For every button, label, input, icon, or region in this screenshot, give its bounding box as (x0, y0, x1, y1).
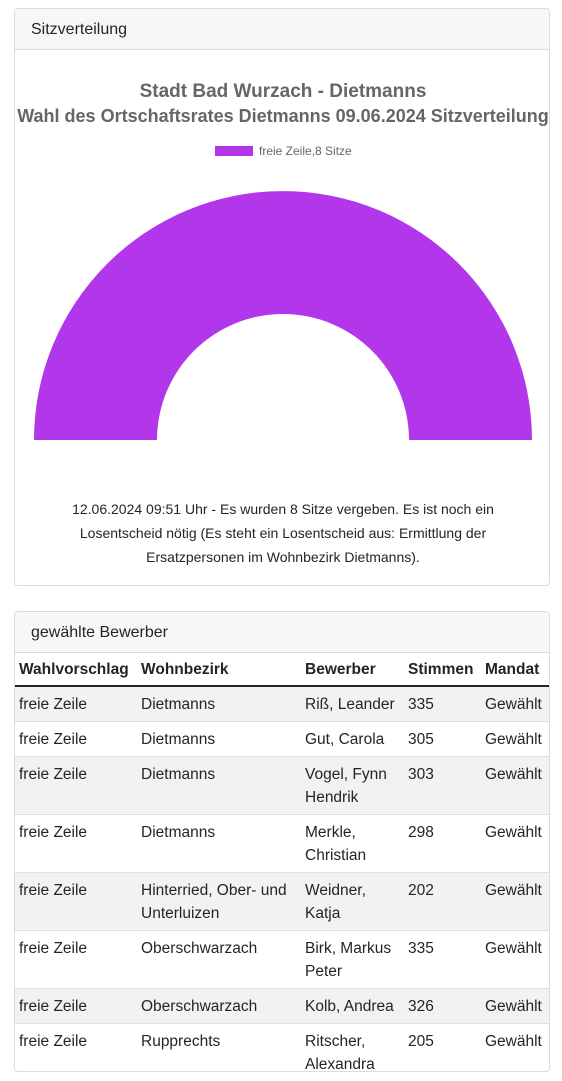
cell-wohnbezirk: Dietmanns (137, 814, 301, 873)
seat-distribution-header: Sitzverteilung (15, 9, 549, 50)
cell-wahlvorschlag: freie Zeile (15, 814, 137, 873)
elected-candidates-table: Wahlvorschlag Wohnbezirk Bewerber Stimme… (15, 654, 549, 1071)
table-row: freie Zeile Dietmanns Riß, Leander 335 G… (15, 686, 549, 722)
chart-legend[interactable]: freie Zeile,8 Sitze (215, 144, 352, 158)
column-header-wohnbezirk: Wohnbezirk (137, 654, 301, 687)
cell-bewerber: Riß, Leander (301, 686, 404, 722)
cell-bewerber: Ritscher, Alexandra (301, 1023, 404, 1071)
cell-wohnbezirk: Dietmanns (137, 721, 301, 757)
cell-wahlvorschlag: freie Zeile (15, 721, 137, 757)
cell-wohnbezirk: Rupprechts (137, 1023, 301, 1071)
cell-bewerber: Weidner, Katja (301, 872, 404, 931)
cell-wahlvorschlag: freie Zeile (15, 872, 137, 931)
cell-stimmen: 202 (404, 872, 481, 931)
cell-stimmen: 205 (404, 1023, 481, 1071)
elected-candidates-header: gewählte Bewerber (15, 612, 549, 653)
table-row: freie Zeile Oberschwarzach Birk, Markus … (15, 930, 549, 989)
cell-wahlvorschlag: freie Zeile (15, 930, 137, 989)
cell-wahlvorschlag: freie Zeile (15, 988, 137, 1024)
cell-mandat: Gewählt (481, 721, 549, 757)
cell-wohnbezirk: Hinterried, Ober- und Unterluizen (137, 872, 301, 931)
cell-stimmen: 303 (404, 756, 481, 815)
legend-swatch (215, 146, 253, 156)
cell-mandat: Gewählt (481, 814, 549, 873)
legend-item[interactable]: freie Zeile,8 Sitze (215, 144, 352, 158)
cell-stimmen: 305 (404, 721, 481, 757)
cell-wahlvorschlag: freie Zeile (15, 756, 137, 815)
cell-wohnbezirk: Dietmanns (137, 756, 301, 815)
cell-mandat: Gewählt (481, 988, 549, 1024)
column-header-stimmen: Stimmen (404, 654, 481, 687)
cell-bewerber: Gut, Carola (301, 721, 404, 757)
cell-bewerber: Vogel, Fynn Hendrik (301, 756, 404, 815)
legend-label: freie Zeile,8 Sitze (259, 144, 352, 158)
chart-subtitle: Wahl des Ortschaftsrates Dietmanns 09.06… (17, 106, 549, 126)
cell-bewerber: Merkle, Christian (301, 814, 404, 873)
seat-distribution-chart: Stadt Bad Wurzach - Dietmanns Wahl des O… (17, 81, 549, 440)
column-header-wahlvorschlag: Wahlvorschlag (15, 654, 137, 687)
cell-stimmen: 335 (404, 930, 481, 989)
elected-candidates-card: gewählte Bewerber Wahlvorschlag Wohnbezi… (14, 611, 550, 1072)
table-row: freie Zeile Rupprechts Ritscher, Alexand… (15, 1023, 549, 1071)
seat-distribution-card: Sitzverteilung Stadt Bad Wurzach - Dietm… (14, 8, 550, 586)
table-row: freie Zeile Oberschwarzach Kolb, Andrea … (15, 988, 549, 1024)
cell-mandat: Gewählt (481, 686, 549, 722)
column-header-bewerber: Bewerber (301, 654, 404, 687)
cell-wahlvorschlag: freie Zeile (15, 686, 137, 722)
chart-arcs (34, 191, 532, 440)
cell-stimmen: 335 (404, 686, 481, 722)
cell-wohnbezirk: Oberschwarzach (137, 988, 301, 1024)
cell-wohnbezirk: Oberschwarzach (137, 930, 301, 989)
table-row: freie Zeile Hinterried, Ober- und Unterl… (15, 872, 549, 931)
cell-bewerber: Birk, Markus Peter (301, 930, 404, 989)
table-row: freie Zeile Dietmanns Vogel, Fynn Hendri… (15, 756, 549, 815)
seat-distribution-note: 12.06.2024 09:51 Uhr - Es wurden 8 Sitze… (72, 501, 494, 565)
table-header-row: Wahlvorschlag Wohnbezirk Bewerber Stimme… (15, 654, 549, 687)
chart-title: Stadt Bad Wurzach - Dietmanns (140, 81, 427, 102)
cell-mandat: Gewählt (481, 930, 549, 989)
cell-mandat: Gewählt (481, 1023, 549, 1071)
table-row: freie Zeile Dietmanns Gut, Carola 305 Ge… (15, 721, 549, 757)
table-row: freie Zeile Dietmanns Merkle, Christian … (15, 814, 549, 873)
chart-slice[interactable] (34, 191, 532, 440)
cell-mandat: Gewählt (481, 756, 549, 815)
cell-stimmen: 298 (404, 814, 481, 873)
cell-mandat: Gewählt (481, 872, 549, 931)
cell-stimmen: 326 (404, 988, 481, 1024)
cell-wohnbezirk: Dietmanns (137, 686, 301, 722)
column-header-mandat: Mandat (481, 654, 549, 687)
cell-wahlvorschlag: freie Zeile (15, 1023, 137, 1071)
cell-bewerber: Kolb, Andrea (301, 988, 404, 1024)
